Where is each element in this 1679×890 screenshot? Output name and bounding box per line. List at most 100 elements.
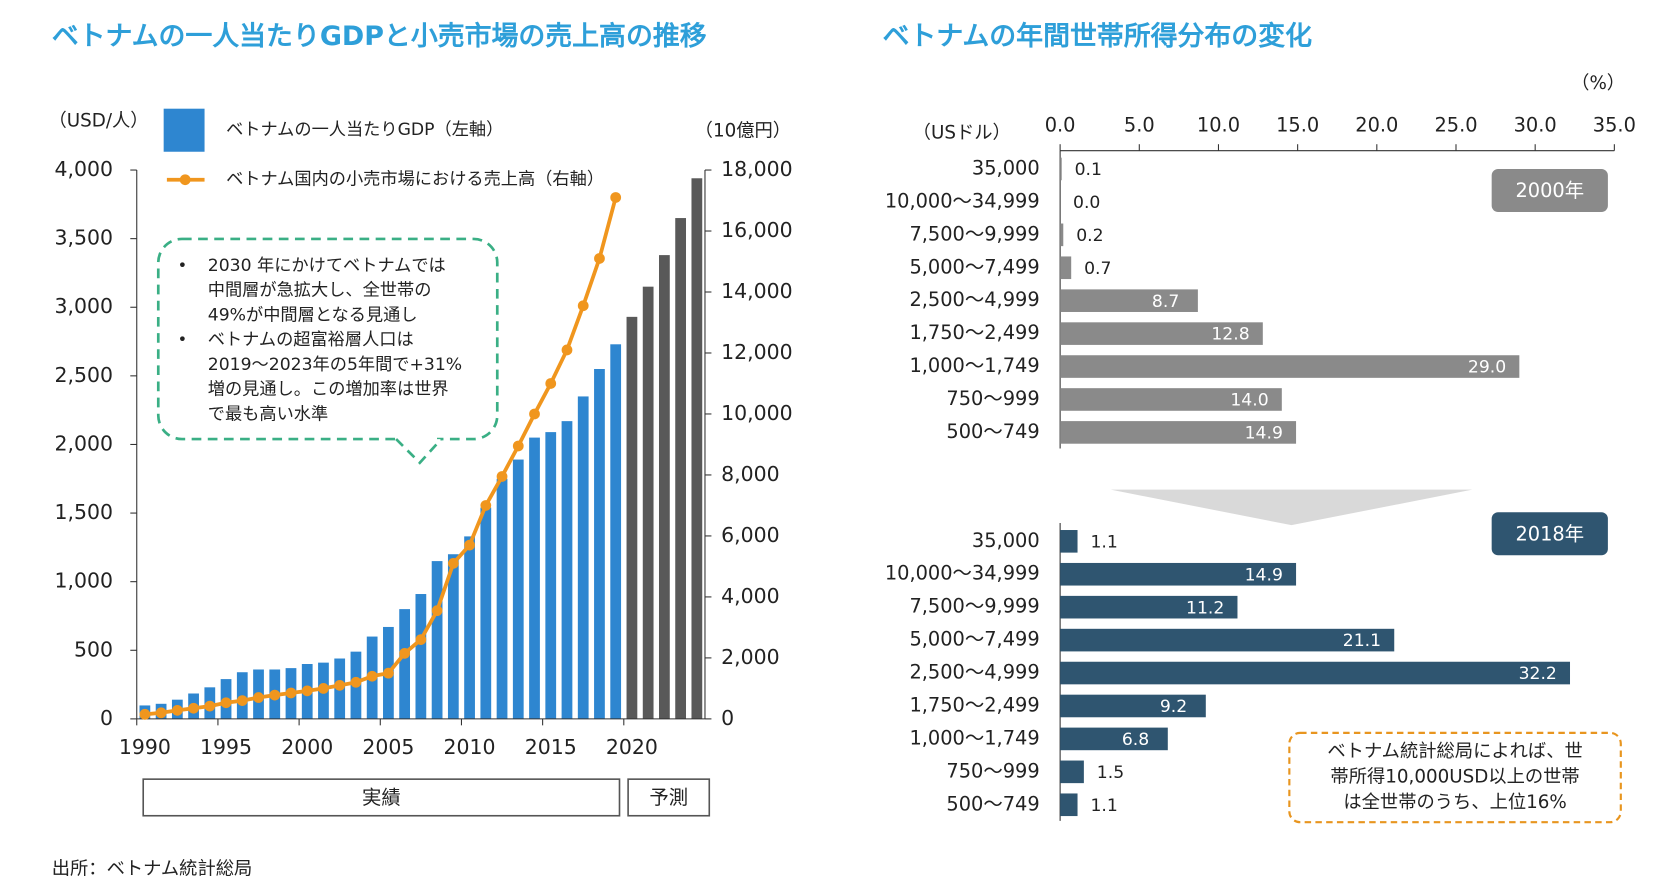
x-tick-label: 25.0 (1434, 113, 1477, 136)
line-point (480, 500, 492, 511)
bar (1060, 256, 1072, 280)
line-point (545, 378, 557, 389)
bar (512, 459, 524, 719)
y-axis-unit: （USドル） (913, 122, 1011, 143)
line-point (139, 708, 151, 720)
category-label: 5,000～7,499 (909, 255, 1039, 278)
line-point (415, 634, 427, 645)
y2-tick-label: 12,000 (721, 340, 793, 364)
category-label: 1,750～2,499 (909, 693, 1039, 716)
value-label: 1.1 (1090, 796, 1117, 816)
bar (1060, 223, 1064, 247)
category-label: 750～999 (946, 387, 1039, 410)
bar (480, 507, 492, 719)
x-tick-label: 20.0 (1355, 113, 1398, 136)
y-tick-label: 3,000 (55, 294, 114, 318)
bar (1060, 157, 1062, 181)
bar (399, 609, 411, 719)
x-axis-unit: （%） (1571, 73, 1625, 94)
y-tick-label: 500 (74, 637, 113, 661)
legend-label: ベトナムの一人当たりGDP（左軸） (226, 120, 503, 140)
bar (1060, 760, 1084, 784)
line-point (285, 687, 297, 699)
value-label: 14.9 (1245, 565, 1283, 585)
x-tick-label: 30.0 (1514, 113, 1557, 136)
bar (1060, 289, 1198, 312)
line-point (350, 676, 362, 688)
value-label: 14.0 (1230, 391, 1268, 411)
right-title: ベトナムの年間世帯所得分布の変化 (883, 20, 1313, 52)
bar (1060, 694, 1206, 718)
line-point (529, 408, 540, 420)
note-line: は全世帯のうち、上位16% (1343, 792, 1566, 813)
bar (529, 437, 540, 719)
value-label: 8.7 (1152, 292, 1179, 312)
line-point (577, 300, 589, 312)
period-label: 実績 (362, 786, 401, 809)
bar (1060, 727, 1168, 751)
value-label: 12.8 (1211, 325, 1249, 345)
category-label: 1,750～2,499 (909, 321, 1039, 344)
y-tick-label: 2,500 (55, 363, 114, 387)
bar (1060, 595, 1238, 619)
y-tick-label: 4,000 (55, 157, 114, 181)
category-label: 1,000～1,749 (909, 726, 1039, 749)
category-label: 2,500～4,999 (909, 661, 1039, 684)
line-point (236, 695, 248, 706)
callout-box (156, 237, 499, 441)
annotation-line: 増の見通し。この増加率は世界 (208, 380, 449, 400)
bar (1060, 793, 1078, 817)
transition-arrow (1110, 489, 1473, 526)
value-label: 29.0 (1468, 358, 1506, 378)
line-point (496, 471, 508, 482)
y2-tick-label: 14,000 (721, 279, 793, 303)
bar (1060, 421, 1297, 444)
bar (1060, 562, 1297, 586)
x-tick-label: 2000 (281, 735, 333, 759)
bar (464, 536, 475, 719)
value-label: 21.1 (1343, 631, 1381, 651)
legend-label: ベトナム国内の小売市場における売上高（右軸） (226, 170, 604, 190)
line-point (561, 344, 573, 356)
value-label: 0.7 (1084, 259, 1111, 279)
y2-tick-label: 0 (721, 706, 734, 730)
x-tick-label: 1990 (119, 735, 171, 759)
bar (561, 421, 573, 719)
y2-tick-label: 4,000 (721, 584, 780, 608)
x-tick-label: 2010 (444, 735, 496, 759)
y2-tick-label: 10,000 (721, 401, 793, 425)
line-point (253, 692, 264, 703)
bar (1060, 355, 1520, 378)
bar (447, 554, 459, 719)
line-point (447, 557, 459, 569)
value-label: 32.2 (1519, 664, 1557, 684)
line-point (220, 697, 232, 709)
bullet: • (178, 330, 188, 349)
line-point (366, 670, 378, 682)
y-tick-label: 1,500 (55, 500, 114, 524)
line-point (383, 667, 394, 679)
bar (1060, 388, 1282, 411)
panel-label: 2000年 (1515, 179, 1584, 202)
y2-tick-label: 8,000 (721, 462, 780, 486)
x-tick-label: 2005 (362, 735, 414, 759)
line-point (318, 683, 329, 694)
x-tick-label: 2020 (606, 735, 658, 759)
y2-axis-unit: （10億円） (695, 120, 791, 141)
line-point (171, 704, 183, 716)
source: 出所：ベトナム統計総局 (52, 859, 253, 880)
bar (691, 178, 703, 719)
category-label: 500～749 (946, 792, 1039, 815)
callout-tail (395, 438, 443, 465)
category-label: 7,500～9,999 (909, 222, 1039, 245)
category-label: 10,000～34,999 (885, 189, 1040, 212)
bar (659, 255, 670, 719)
period-label: 予測 (649, 786, 688, 809)
x-tick-label: 1995 (200, 735, 252, 759)
x-tick-label: 5.0 (1124, 113, 1155, 136)
category-label: 5,000～7,499 (909, 628, 1039, 651)
bar (431, 561, 443, 719)
bar (577, 396, 589, 719)
annotation-line: 49%が中間層となる見通し (208, 305, 418, 325)
panel-label-box (1491, 168, 1608, 213)
